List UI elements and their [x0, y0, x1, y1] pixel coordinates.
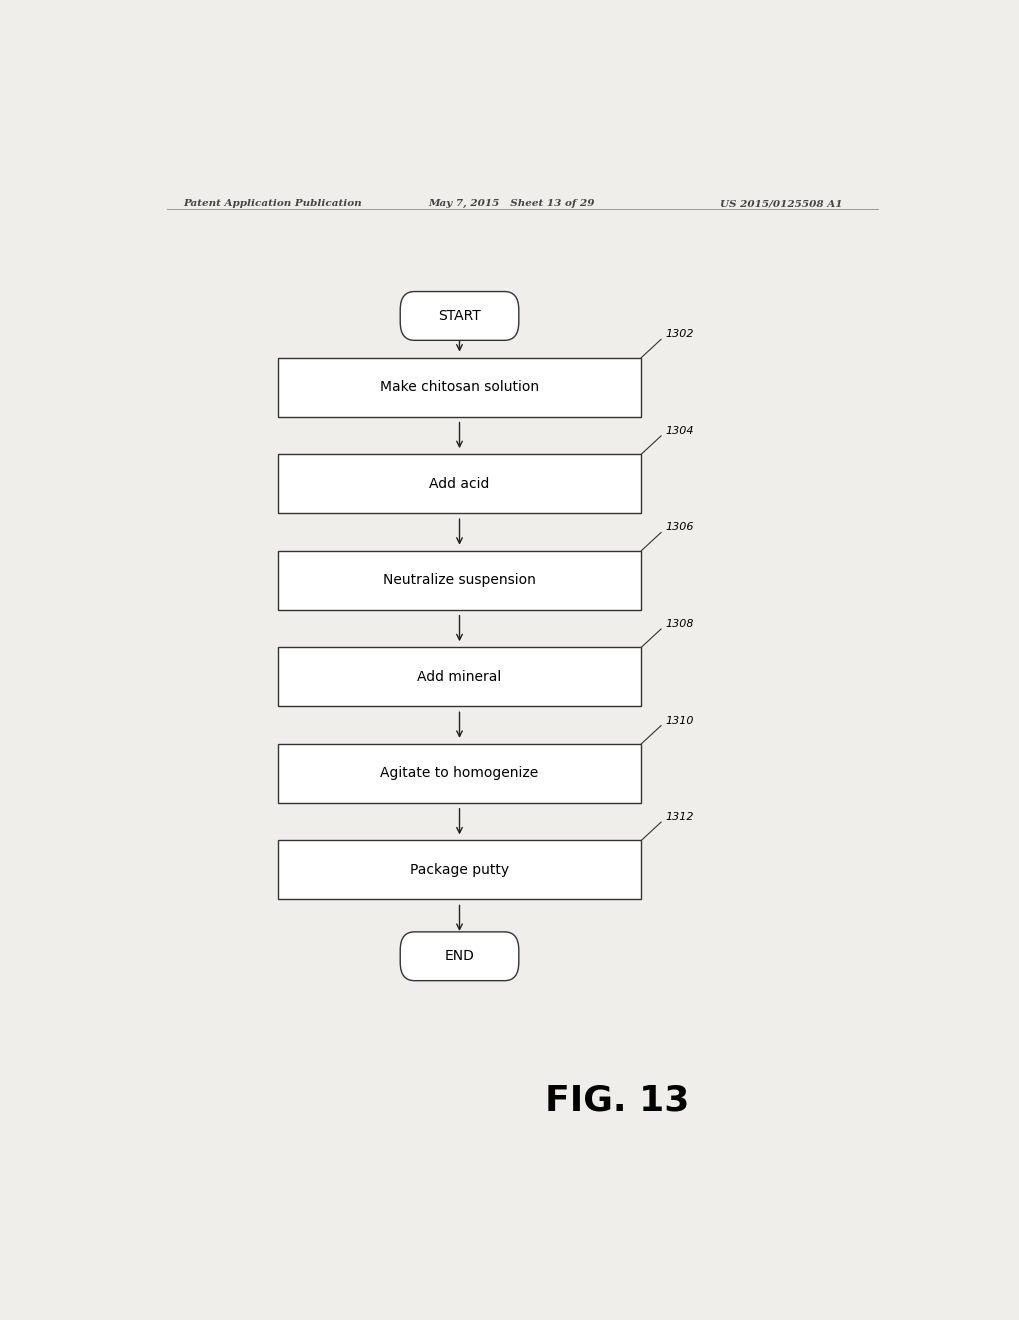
Text: 1306: 1306: [664, 523, 693, 532]
Text: 1308: 1308: [664, 619, 693, 630]
Text: 1310: 1310: [664, 715, 693, 726]
Text: FIG. 13: FIG. 13: [545, 1084, 689, 1118]
Text: 1312: 1312: [664, 812, 693, 822]
FancyBboxPatch shape: [277, 454, 641, 513]
FancyBboxPatch shape: [399, 932, 519, 981]
Text: May 7, 2015   Sheet 13 of 29: May 7, 2015 Sheet 13 of 29: [428, 199, 594, 209]
FancyBboxPatch shape: [277, 358, 641, 417]
FancyBboxPatch shape: [277, 550, 641, 610]
Text: Add mineral: Add mineral: [417, 669, 501, 684]
Text: Agitate to homogenize: Agitate to homogenize: [380, 767, 538, 780]
Text: Neutralize suspension: Neutralize suspension: [383, 573, 535, 587]
Text: US 2015/0125508 A1: US 2015/0125508 A1: [719, 199, 842, 209]
FancyBboxPatch shape: [399, 292, 519, 341]
Text: Make chitosan solution: Make chitosan solution: [379, 380, 539, 395]
Text: START: START: [438, 309, 480, 323]
Text: Package putty: Package putty: [410, 863, 508, 876]
Text: Add acid: Add acid: [429, 477, 489, 491]
FancyBboxPatch shape: [277, 744, 641, 803]
Text: 1302: 1302: [664, 329, 693, 339]
Text: END: END: [444, 949, 474, 964]
Text: 1304: 1304: [664, 426, 693, 436]
Text: Patent Application Publication: Patent Application Publication: [182, 199, 361, 209]
FancyBboxPatch shape: [277, 647, 641, 706]
FancyBboxPatch shape: [277, 841, 641, 899]
